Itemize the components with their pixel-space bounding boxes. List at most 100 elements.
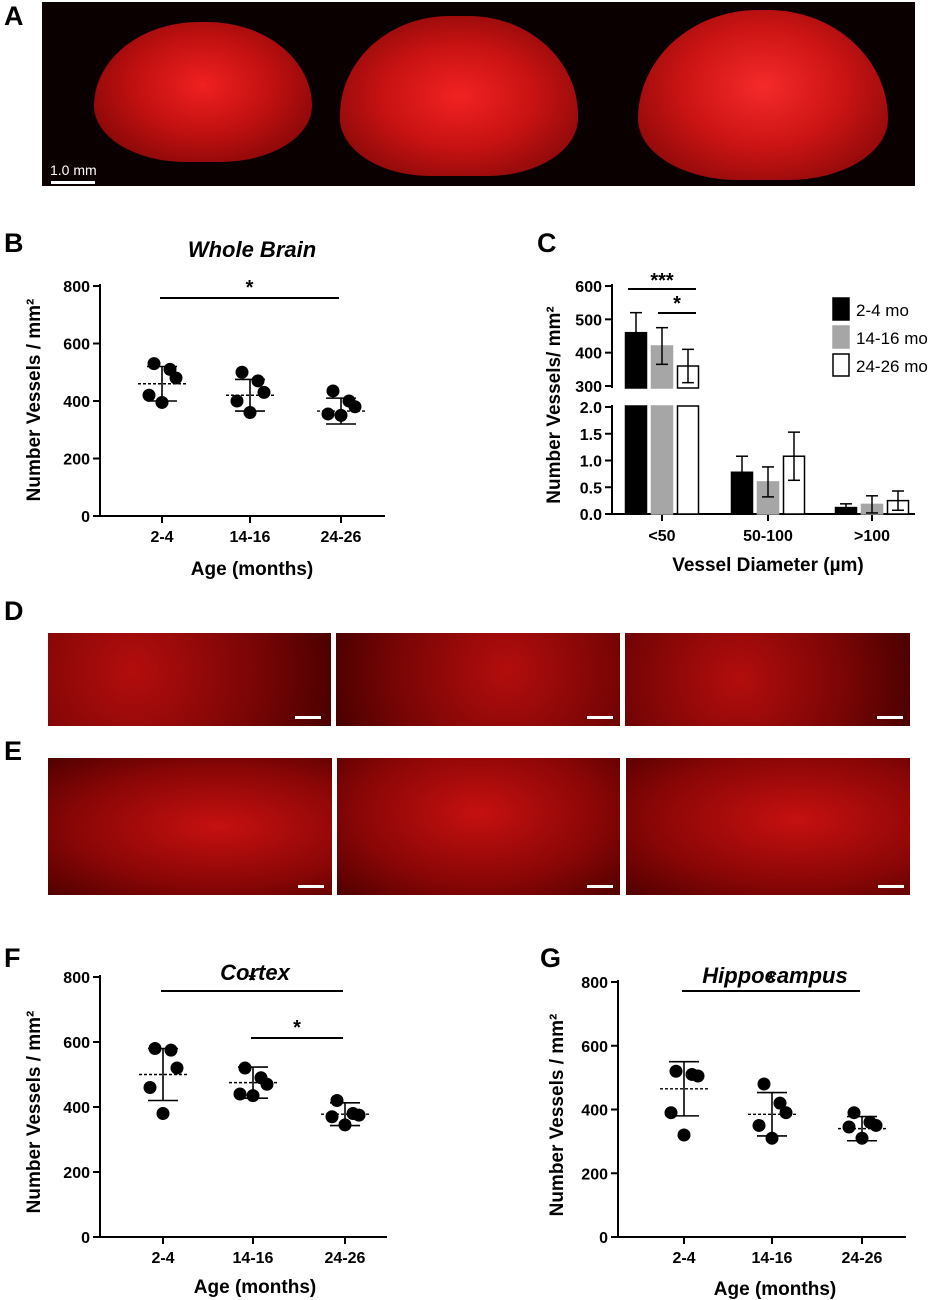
chart-g-y-tick-label: 800: [581, 975, 608, 992]
chart-b-data-point: [147, 357, 161, 371]
chart-g-data-point: [765, 1131, 779, 1145]
chart-g-x-tick-label: 24-26: [842, 1250, 883, 1267]
chart-f-significance-star: *: [248, 970, 256, 992]
chart-f-title: Cortex: [220, 960, 290, 985]
chart-b-data-point: [230, 394, 244, 408]
legend-swatch-14-16: [832, 325, 850, 349]
chart-f-y-tick-label: 0: [81, 1230, 90, 1247]
chart-g-ylabel: Number Vessels / mm²: [547, 1014, 568, 1217]
chart-b-x-tick-label: 14-16: [230, 529, 271, 546]
hippocampus-image-middle: [337, 758, 620, 895]
chart-b-x-tick-label: 2-4: [150, 529, 173, 546]
brain-section-strip: 1.0 mm: [42, 2, 915, 186]
panel-letter-g: G: [540, 943, 562, 973]
chart-f-data-point: [325, 1110, 339, 1124]
chart-g-data-point: [664, 1106, 678, 1120]
chart-c-x-tick-label: 50-100: [743, 528, 793, 545]
chart-b-data-point: [169, 371, 183, 385]
chart-g-data-point: [847, 1106, 861, 1120]
chart-g-data-point: [669, 1064, 683, 1078]
chart-c-ylabel: Number Vessels/ mm²: [544, 306, 565, 503]
chart-f-data-point: [233, 1087, 247, 1101]
chart-f-x-tick-label: 14-16: [233, 1250, 274, 1267]
chart-g-data-point: [677, 1128, 691, 1142]
chart-c-y-tick-label: 0.5: [580, 480, 602, 497]
chart-g-x-tick-label: 14-16: [752, 1250, 793, 1267]
chart-c-significance-star: *: [673, 293, 681, 315]
chart-g-data-point: [855, 1131, 869, 1145]
chart-c-significance-star: ***: [650, 270, 674, 292]
panel-letter-d: D: [4, 596, 24, 626]
chart-g-data-point: [779, 1106, 793, 1120]
panel-letter-f: F: [4, 943, 21, 973]
scale-bar: [587, 716, 613, 719]
chart-f-data-point: [143, 1081, 157, 1094]
legend-swatch-2-4: [832, 297, 850, 321]
chart-b-title: Whole Brain: [188, 237, 316, 262]
chart-b-y-tick-label: 600: [63, 337, 90, 354]
chart-c-y-tick-label: 500: [575, 312, 602, 329]
chart-f-data-point: [238, 1061, 252, 1075]
chart-f-significance-star: *: [293, 1017, 301, 1039]
chart-f-data-point: [338, 1118, 352, 1132]
chart-c-y-tick-label: 1.5: [580, 427, 602, 444]
chart-c-y-tick-label: 400: [575, 346, 602, 363]
chart-g-x-tick-label: 2-4: [672, 1250, 695, 1267]
chart-f-data-point: [148, 1042, 162, 1055]
cortex-image-aged: [625, 633, 910, 726]
chart-g-y-tick-label: 600: [581, 1039, 608, 1056]
cortex-image-young: [48, 633, 331, 726]
chart-b-data-point: [334, 408, 348, 422]
chart-f-y-tick-label: 600: [63, 1035, 90, 1052]
chart-f-data-point: [352, 1108, 366, 1122]
scale-bar: [587, 885, 613, 888]
chart-g-data-point: [773, 1096, 787, 1110]
chart-f-ylabel: Number Vessels / mm²: [24, 1011, 45, 1214]
panel-letter-e: E: [4, 736, 23, 766]
chart-b-y-tick-label: 0: [81, 509, 90, 526]
chart-b-y-tick-label: 200: [63, 452, 90, 469]
chart-b-data-point: [321, 407, 335, 421]
chart-b-data-point: [142, 388, 156, 402]
hippocampus-image-aged: [626, 758, 910, 895]
chart-b-data-point: [257, 385, 271, 399]
chart-c-x-tick-label: <50: [648, 528, 675, 545]
chart-f-data-point: [164, 1043, 178, 1057]
scale-bar: [298, 885, 324, 888]
chart-f-data-point: [246, 1089, 260, 1103]
chart-f-data-point: [260, 1077, 274, 1091]
chart-f-data-point: [330, 1094, 344, 1107]
brain-section-young: [94, 22, 312, 162]
chart-g-y-tick-label: 200: [581, 1166, 608, 1183]
chart-g-data-point: [691, 1069, 705, 1083]
panel-letter-c: C: [537, 228, 557, 258]
chart-c-bar-lower: [624, 405, 648, 515]
chart-b-data-point: [326, 384, 340, 398]
chart-g-significance-star: *: [767, 970, 775, 992]
chart-c-y-tick-label: 300: [575, 379, 602, 396]
legend-swatch-24-26: [832, 353, 850, 377]
chart-b-data-point: [243, 406, 257, 419]
legend-label-2-4: 2-4 mo: [856, 301, 909, 320]
chart-f-y-tick-label: 400: [63, 1100, 90, 1117]
chart-f-x-tick-label: 24-26: [325, 1250, 366, 1267]
hippocampus-image-young: [48, 758, 332, 895]
chart-b-data-point: [348, 400, 362, 414]
chart-b-ylabel: Number Vessels / mm²: [24, 299, 45, 502]
chart-g-y-tick-label: 0: [599, 1230, 608, 1247]
chart-b-data-point: [235, 365, 249, 379]
chart-c-y-tick-label: 600: [575, 279, 602, 296]
chart-b-y-tick-label: 800: [63, 279, 90, 296]
cortex-image-middle: [336, 633, 620, 726]
panel-letter-a: A: [4, 1, 24, 31]
scale-bar: [877, 716, 903, 719]
chart-b-x-tick-label: 24-26: [321, 529, 362, 546]
legend-label-14-16: 14-16 mo: [856, 329, 928, 348]
chart-g-y-tick-label: 400: [581, 1103, 608, 1120]
chart-b-data-point: [155, 395, 169, 409]
chart-c-bar-lower: [676, 405, 700, 515]
chart-g-title: Hippocampus: [702, 963, 847, 988]
chart-g-data-point: [757, 1077, 771, 1091]
chart-c-xlabel: Vessel Diameter (µm): [672, 555, 864, 576]
